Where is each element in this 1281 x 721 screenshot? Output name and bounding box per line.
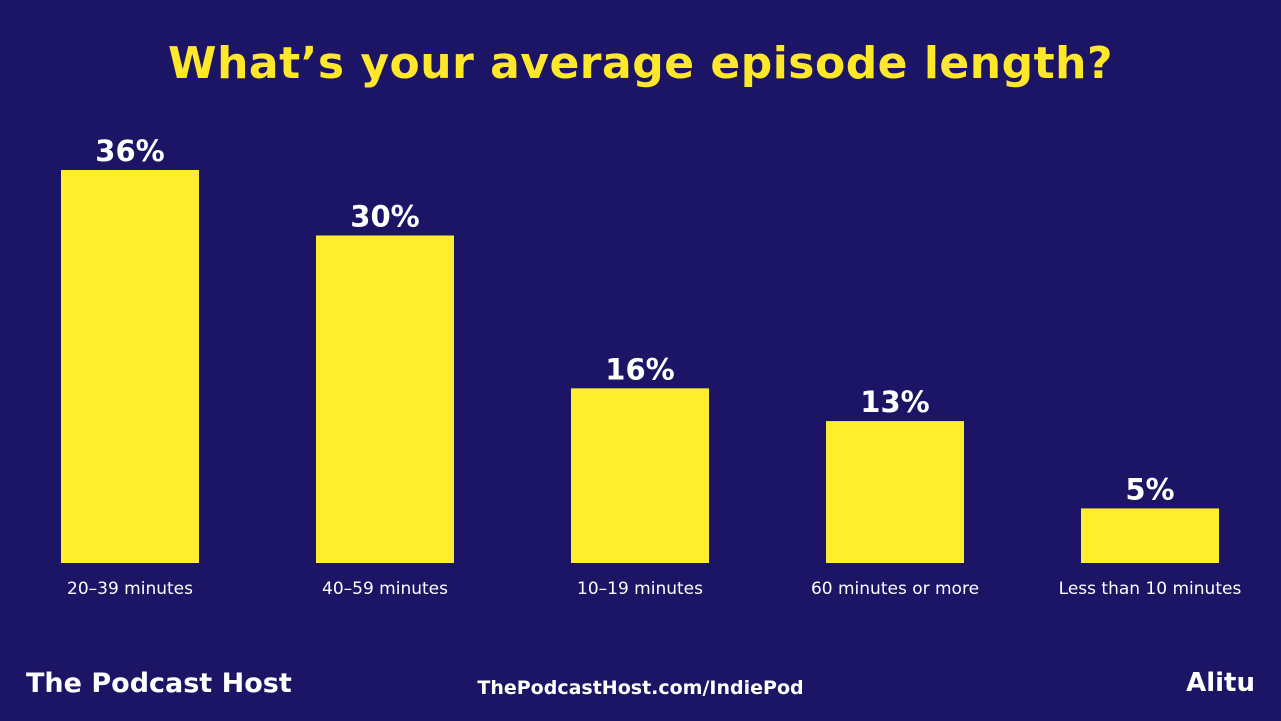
category-label-5: Less than 10 minutes bbox=[1059, 579, 1242, 599]
bar-5 bbox=[1081, 508, 1219, 563]
category-label-2: 40–59 minutes bbox=[322, 579, 448, 599]
bar-2 bbox=[316, 235, 454, 563]
brand-logo-text: The Podcast Host bbox=[26, 668, 292, 699]
chart-title: What’s your average episode length? bbox=[168, 38, 1113, 89]
partner-logo-text: Alitu bbox=[1186, 668, 1255, 698]
data-label-1: 36% bbox=[95, 134, 164, 168]
data-label-5: 5% bbox=[1125, 472, 1174, 506]
data-label-3: 16% bbox=[605, 352, 674, 386]
bar-4 bbox=[826, 421, 964, 563]
category-label-1: 20–39 minutes bbox=[67, 579, 193, 599]
footer-url[interactable]: ThePodcastHost.com/IndiePod bbox=[477, 677, 804, 699]
data-label-2: 30% bbox=[350, 200, 419, 234]
bar-3 bbox=[571, 388, 709, 563]
category-label-3: 10–19 minutes bbox=[577, 579, 703, 599]
bar-1 bbox=[61, 170, 199, 563]
data-label-4: 13% bbox=[860, 385, 929, 419]
category-label-4: 60 minutes or more bbox=[811, 579, 979, 599]
